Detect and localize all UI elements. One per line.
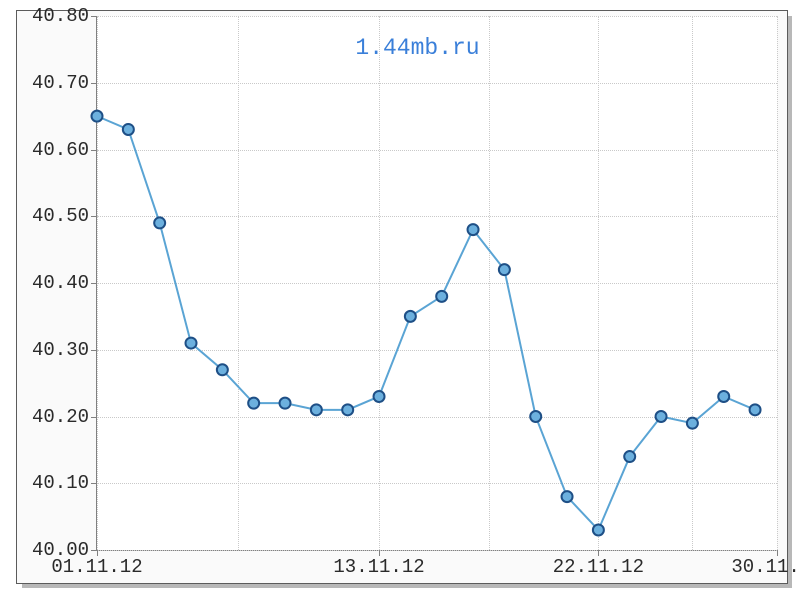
y-axis-label: 40.50 (32, 205, 97, 227)
data-point (436, 291, 447, 302)
data-point (718, 391, 729, 402)
data-point (468, 224, 479, 235)
data-point (92, 111, 103, 122)
x-axis-label: 13.11.12 (333, 550, 424, 578)
x-axis-label: 01.11.12 (51, 550, 142, 578)
watermark-text: 1.44mb.ru (355, 35, 479, 61)
data-point (217, 364, 228, 375)
data-point (499, 264, 510, 275)
data-point (624, 451, 635, 462)
x-axis-label: 30.11.12 (731, 550, 800, 578)
x-axis-label: 22.11.12 (553, 550, 644, 578)
data-point (374, 391, 385, 402)
y-axis-label: 40.10 (32, 472, 97, 494)
gridline-horizontal (97, 550, 777, 551)
plot-area: 1.44mb.ru 40.0040.1040.2040.3040.4040.50… (96, 16, 777, 551)
chart-container: 1.44mb.ru 40.0040.1040.2040.3040.4040.50… (0, 0, 800, 600)
data-point (280, 398, 291, 409)
data-point (687, 418, 698, 429)
data-point (593, 524, 604, 535)
y-axis-label: 40.20 (32, 406, 97, 428)
data-point (342, 404, 353, 415)
data-point (750, 404, 761, 415)
y-axis-label: 40.30 (32, 339, 97, 361)
data-point (656, 411, 667, 422)
data-point (311, 404, 322, 415)
y-axis-label: 40.80 (32, 5, 97, 27)
data-point (248, 398, 259, 409)
y-axis-label: 40.70 (32, 72, 97, 94)
line-series (97, 16, 777, 550)
y-axis-label: 40.60 (32, 139, 97, 161)
gridline-vertical (777, 16, 778, 550)
data-point (405, 311, 416, 322)
data-point (186, 338, 197, 349)
data-point (154, 217, 165, 228)
data-point (123, 124, 134, 135)
data-point (562, 491, 573, 502)
series-line (97, 116, 755, 530)
y-axis-label: 40.40 (32, 272, 97, 294)
data-point (530, 411, 541, 422)
